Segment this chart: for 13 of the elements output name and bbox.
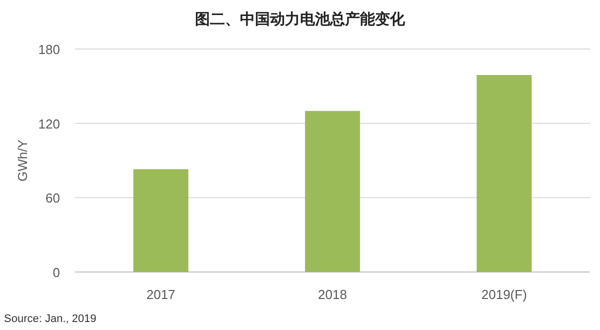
bar <box>133 169 188 272</box>
bar <box>305 110 360 272</box>
y-tick-label: 120 <box>38 116 60 132</box>
y-axis-title: GWh/Y <box>15 139 30 182</box>
x-tick-label: 2018 <box>318 287 347 302</box>
bar <box>476 75 532 272</box>
source-note: Source: Jan., 2019 <box>4 313 96 325</box>
y-tick-label: 180 <box>38 42 60 57</box>
x-tick-label: 2017 <box>146 287 176 302</box>
y-tick-label: 0 <box>52 265 60 280</box>
chart-title: 图二、中国动力电池总产能变化 <box>195 10 406 28</box>
x-tick-label: 2019(F) <box>481 287 527 302</box>
y-tick-label: 60 <box>46 190 60 206</box>
